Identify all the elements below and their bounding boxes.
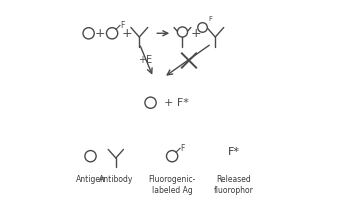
Circle shape [145, 97, 156, 108]
Circle shape [166, 150, 178, 162]
Text: F: F [180, 144, 185, 153]
Text: F: F [208, 16, 212, 22]
Circle shape [177, 27, 188, 37]
Circle shape [106, 28, 118, 39]
Text: +: + [190, 27, 201, 40]
Text: +: + [121, 27, 132, 40]
Circle shape [85, 150, 96, 162]
Circle shape [83, 28, 94, 39]
Text: + F*: + F* [164, 98, 189, 108]
Text: F*: F* [228, 147, 240, 157]
Text: +: + [95, 27, 105, 40]
Text: Released
fluorophor: Released fluorophor [214, 175, 254, 195]
Text: Fluorogenic-
labeled Ag: Fluorogenic- labeled Ag [149, 175, 196, 195]
Circle shape [198, 23, 207, 32]
Text: F: F [120, 21, 125, 30]
Text: Antigen: Antigen [76, 175, 105, 184]
Text: +E: +E [138, 56, 152, 65]
Text: Antibody: Antibody [98, 175, 133, 184]
